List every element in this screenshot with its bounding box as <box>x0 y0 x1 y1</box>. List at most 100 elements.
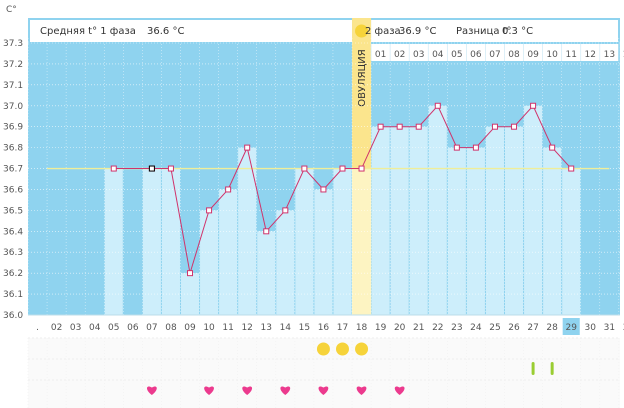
temp-point-day-27[interactable] <box>530 102 537 109</box>
phase1-label: Средняя t° 1 фаза <box>40 26 136 37</box>
phase2-day-04: 04 <box>432 50 444 60</box>
x-tick-03: 03 <box>70 323 81 333</box>
x-tick-20: 20 <box>394 323 406 333</box>
temp-point-day-11[interactable] <box>225 186 232 193</box>
temp-point-day-5[interactable] <box>110 165 117 172</box>
x-tick-23: 23 <box>451 323 462 333</box>
heart-icon[interactable] <box>280 386 291 395</box>
temp-point-day-17[interactable] <box>339 165 346 172</box>
y-tick-36.3: 36.3 <box>3 248 23 258</box>
temp-point-day-20[interactable] <box>396 123 403 130</box>
yellow-dot-icon[interactable] <box>316 342 330 356</box>
temp-point-day-12[interactable] <box>244 144 251 151</box>
selected-point[interactable] <box>148 165 155 172</box>
y-tick-36.8: 36.8 <box>3 144 23 154</box>
x-tick-13: 13 <box>261 323 272 333</box>
temp-point-day-29[interactable] <box>568 165 575 172</box>
x-tick-02: 02 <box>51 323 62 333</box>
temp-point-day-24[interactable] <box>472 144 479 151</box>
temp-bar-day-27 <box>524 105 543 316</box>
temp-bar-day-8 <box>161 168 180 315</box>
temp-point-day-28[interactable] <box>549 144 556 151</box>
temp-point-day-8[interactable] <box>167 165 174 172</box>
temp-point-day-26[interactable] <box>511 123 518 130</box>
temp-bar-day-19 <box>371 126 390 315</box>
temp-point-day-15[interactable] <box>301 165 308 172</box>
y-tick-37.0: 37.0 <box>3 102 23 112</box>
heart-icon[interactable] <box>394 386 405 395</box>
x-tick-28: 28 <box>546 323 558 333</box>
heart-icon[interactable] <box>204 386 214 395</box>
phase2-day-05: 05 <box>451 50 462 60</box>
temp-point-day-9[interactable] <box>187 270 194 277</box>
temp-point-day-16[interactable] <box>320 186 327 193</box>
phase2-day-12: 12 <box>585 50 596 60</box>
y-tick-36.9: 36.9 <box>3 123 23 133</box>
x-tick-10: 10 <box>203 323 215 333</box>
temp-bar-day-5 <box>104 168 123 315</box>
x-tick-07: 07 <box>146 323 157 333</box>
heart-icon[interactable] <box>318 386 329 395</box>
temp-bar-day-17 <box>333 168 352 315</box>
temp-point-day-21[interactable] <box>415 123 422 130</box>
x-tick-.: . <box>36 323 39 333</box>
heart-icon[interactable] <box>242 386 253 395</box>
x-tick-06: 06 <box>127 323 139 333</box>
temp-bar-day-22 <box>428 105 447 316</box>
y-tick-36.2: 36.2 <box>3 269 23 279</box>
temp-point-day-14[interactable] <box>282 207 289 214</box>
x-tick-15: 15 <box>299 323 310 333</box>
phase2-day-11: 11 <box>565 50 576 60</box>
phase2-day-08: 08 <box>508 50 520 60</box>
phase2-day-03: 03 <box>413 50 424 60</box>
x-tick-09: 09 <box>184 323 196 333</box>
green-bar-icon[interactable] <box>550 362 554 375</box>
temp-bar-day-14 <box>276 210 295 315</box>
highlighted-day-bg <box>562 318 580 335</box>
temp-point-day-18[interactable] <box>358 165 365 172</box>
temp-bar-day-23 <box>447 147 466 315</box>
phase2-day-14: 14 <box>623 50 624 60</box>
temp-bar-day-28 <box>543 147 562 315</box>
y-tick-36.5: 36.5 <box>3 206 23 216</box>
diff-value: 0.3 °C <box>502 26 533 37</box>
temp-bar-day-16 <box>314 189 333 315</box>
temp-bar-day-7 <box>142 168 161 315</box>
x-tick-31: 31 <box>604 323 615 333</box>
x-tick-30: 30 <box>585 323 597 333</box>
phase2-day-13: 13 <box>604 50 615 60</box>
ovulation-sun-icon <box>355 24 369 38</box>
phase2-day-02: 02 <box>394 50 405 60</box>
temp-point-day-25[interactable] <box>491 123 498 130</box>
yellow-dot-icon[interactable] <box>335 342 349 356</box>
x-tick-08: 08 <box>165 323 177 333</box>
heart-icon[interactable] <box>356 386 367 395</box>
temp-point-day-22[interactable] <box>434 102 441 109</box>
x-axis-band <box>28 315 620 337</box>
phase1-header-band <box>30 20 353 42</box>
y-tick-36.7: 36.7 <box>3 165 23 175</box>
heart-icon[interactable] <box>147 386 157 395</box>
temp-point-day-23[interactable] <box>453 144 460 151</box>
diff-label: Разница t° <box>456 26 512 37</box>
x-tick-29: 29 <box>565 323 577 333</box>
phase2-day-09: 09 <box>527 50 539 60</box>
phase2-header-band <box>371 20 618 42</box>
temp-point-day-13[interactable] <box>263 228 270 235</box>
x-tick-14: 14 <box>280 323 292 333</box>
temp-bar-day-26 <box>505 126 524 315</box>
phase2-label: 2 фаза <box>365 26 401 37</box>
temp-bar-day-25 <box>485 126 504 315</box>
yellow-dot-icon[interactable] <box>355 342 369 356</box>
phase2-day-06: 06 <box>470 50 482 60</box>
x-tick-25: 25 <box>489 323 500 333</box>
x-tick-26: 26 <box>508 323 520 333</box>
temp-point-day-19[interactable] <box>377 123 384 130</box>
green-bar-icon[interactable] <box>531 362 535 375</box>
x-tick-21: 21 <box>413 323 424 333</box>
x-tick-27: 27 <box>527 323 538 333</box>
temp-point-day-10[interactable] <box>206 207 213 214</box>
phase2-day-10: 10 <box>546 50 558 60</box>
y-axis-unit: C° <box>6 5 17 15</box>
